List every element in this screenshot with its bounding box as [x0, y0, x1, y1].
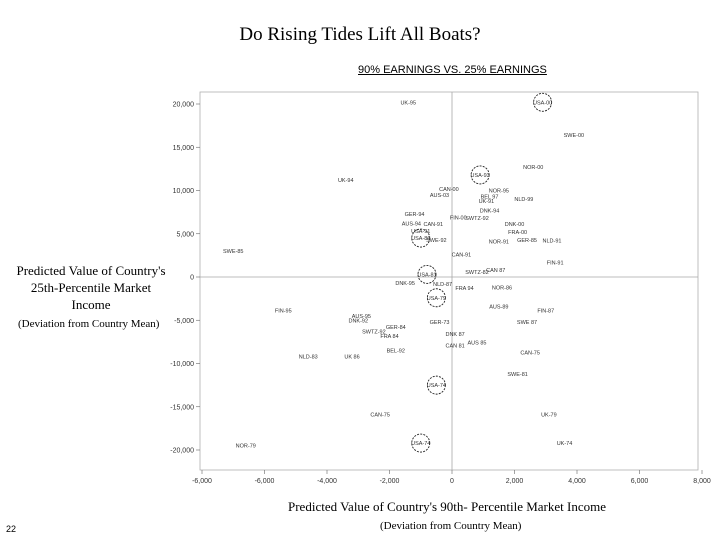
data-point-label: AUS-95 [352, 314, 371, 320]
data-point-label: USA-74 [427, 383, 446, 389]
x-tick-label: 0 [450, 478, 454, 485]
page-number: 22 [6, 524, 17, 534]
y-tick-label: -5,000 [174, 318, 194, 325]
x-tick-label: -6,000 [255, 478, 275, 485]
data-point-label: DNK-00 [505, 222, 525, 228]
data-point-label: FIN-95 [275, 309, 292, 315]
data-point-label: UK 86 [344, 355, 359, 361]
data-point-label: CAN 81 [445, 343, 464, 349]
y-tick-label: 0 [190, 275, 194, 282]
y-tick-label: -15,000 [170, 404, 194, 411]
data-point-label: NLD-83 [299, 355, 318, 361]
data-point-label: CAN 87 [486, 268, 505, 274]
data-point-label: FIN-87 [537, 309, 554, 315]
data-point-label: USA-74 [411, 441, 430, 447]
data-point-label: CAN-75 [370, 413, 390, 419]
data-point-label: AUS 85 [468, 341, 487, 347]
y-axis-note: (Deviation from Country Mean) [18, 318, 160, 330]
chart-subtitle: 90% EARNINGS VS. 25% EARNINGS [358, 64, 547, 76]
data-point-label: USA-00 [533, 100, 552, 106]
data-point-label: UK-95 [400, 100, 416, 106]
data-point-label: NOR-86 [492, 285, 512, 291]
data-point-label: CAN-91 [423, 222, 443, 228]
point-highlight-circle [417, 264, 437, 284]
y-tick-label: 5,000 [176, 231, 194, 238]
page-title: Do Rising Tides Lift All Boats? [239, 24, 481, 45]
data-point-label: NLD-99 [514, 197, 533, 203]
data-point-label: GER-73 [430, 320, 450, 326]
data-point-label: SWTZ-92 [465, 216, 489, 222]
data-point-label: USA-81 [417, 272, 436, 278]
data-point-label: BEL-92 [387, 349, 405, 355]
point-highlight-circle [533, 92, 553, 112]
data-point-label: NOR-00 [523, 165, 543, 171]
data-point-label: UK-91 [479, 199, 495, 205]
data-point-label: USA-93 [470, 173, 489, 179]
data-point-label: CAN-91 [452, 253, 472, 259]
data-point-label: GER-84 [386, 325, 406, 331]
y-tick-label: -20,000 [170, 448, 194, 455]
data-point-label: DNK 87 [445, 332, 464, 338]
data-point-label: NLD-87 [433, 282, 452, 288]
data-point-label: FIN-91 [547, 260, 564, 266]
data-point-label: CAN-75 [520, 350, 540, 356]
data-point-label: NOR-95 [489, 189, 509, 195]
data-point-label: FIN-00 [450, 215, 467, 221]
x-tick-label: 6,000 [631, 478, 649, 485]
y-axis-label: Predicted Value of Country's 25th-Percen… [16, 263, 166, 312]
data-point-label: SWE 87 [517, 320, 537, 326]
data-point-label: FRA-00 [508, 230, 527, 236]
data-point-label: SWTZ-82 [465, 270, 489, 276]
data-point-label: SWTZ-92 [362, 329, 386, 335]
data-point-label: AUS-03 [430, 193, 449, 199]
point-highlight-circle [411, 228, 431, 248]
data-point-label: FRA 94 [455, 286, 473, 292]
data-point-label: DNK-95 [395, 281, 415, 287]
data-point-label: SWE-00 [564, 133, 584, 139]
x-axis-label: Predicted Value of Country's 90th- Perce… [288, 499, 606, 514]
data-point-label: GER-94 [405, 212, 425, 218]
data-point-label: SWE-85 [223, 249, 243, 255]
data-point-label: UK-74 [557, 441, 573, 447]
point-highlight-circle [426, 375, 446, 395]
data-point-label: DNK-92 [348, 318, 368, 324]
data-point-label: GER-85 [517, 238, 537, 244]
data-point-label: UK-79 [541, 413, 557, 419]
x-tick-label: -6,000 [192, 478, 212, 485]
x-tick-label: -4,000 [317, 478, 337, 485]
data-point-label: USA-79 [427, 296, 446, 302]
x-tick-label: 8,000 [693, 478, 711, 485]
plot-area [199, 91, 699, 471]
data-point-label: FRA 84 [380, 334, 398, 340]
x-tick-label: -2,000 [380, 478, 400, 485]
data-point-label: USA-86 [411, 236, 430, 242]
y-tick-label: 10,000 [173, 188, 195, 195]
data-point-label: SWE-81 [507, 372, 527, 378]
point-highlight-circle [411, 433, 431, 453]
data-point-label: AUS-94 [402, 221, 421, 227]
x-tick-label: 2,000 [506, 478, 524, 485]
data-point-label: SWE-92 [426, 238, 446, 244]
data-point-label: AUS-89 [489, 304, 508, 310]
data-point-label: USA-91 [411, 229, 430, 235]
point-highlight-circle [426, 288, 446, 308]
x-tick-label: 4,000 [568, 478, 586, 485]
data-point-label: DNK-94 [480, 208, 500, 214]
x-axis-note: (Deviation from Country Mean) [380, 520, 522, 532]
point-highlight-circle [470, 165, 490, 185]
y-tick-label: 15,000 [173, 145, 195, 152]
data-point-label: NOR-79 [236, 444, 256, 450]
data-point-label: UK-94 [338, 178, 354, 184]
data-point-label: CAN-00 [439, 187, 459, 193]
data-point-label: NOR-91 [489, 240, 509, 246]
data-point-label: NLD-91 [543, 239, 562, 245]
data-point-label: BEL 97 [481, 195, 499, 201]
y-tick-label: -10,000 [170, 361, 194, 368]
y-tick-label: 20,000 [173, 102, 195, 109]
